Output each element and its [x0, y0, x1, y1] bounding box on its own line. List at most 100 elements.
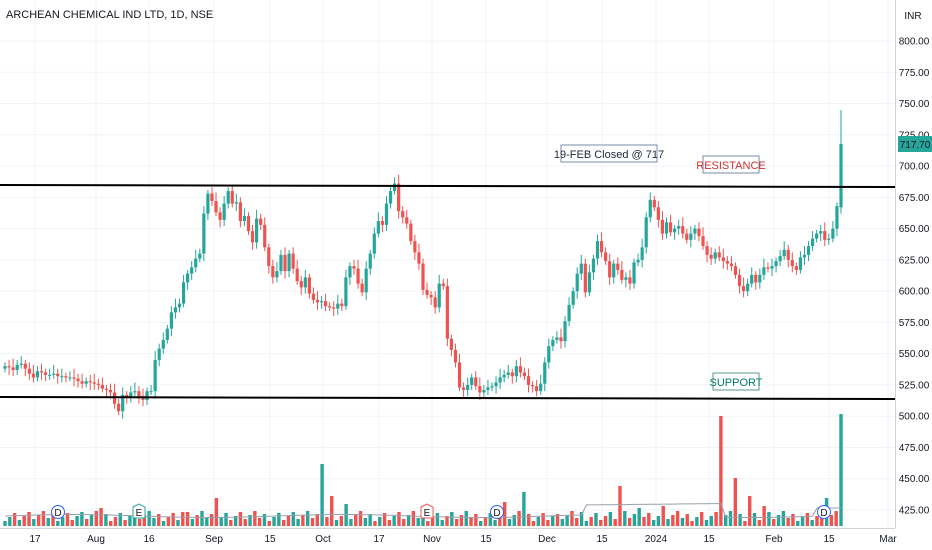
volume-bar	[666, 519, 670, 526]
volume-bar	[354, 515, 358, 526]
volume-bar	[800, 517, 805, 526]
candle-body	[291, 253, 295, 269]
volume-bar	[368, 514, 372, 526]
volume-bar	[618, 486, 622, 526]
volume-bar	[435, 513, 440, 526]
candle-body	[15, 364, 19, 370]
volume-bar	[195, 515, 199, 526]
volume-bar	[267, 521, 271, 526]
candle-body	[307, 277, 311, 294]
volume-bar	[152, 518, 156, 526]
volume-bar	[546, 520, 550, 526]
candle-body	[161, 339, 165, 349]
volume-bar	[123, 520, 127, 526]
candle-body	[498, 377, 502, 383]
volume-bar	[392, 516, 396, 526]
candle-body	[729, 263, 734, 267]
volume-bar	[454, 519, 459, 526]
candle-body	[579, 263, 583, 274]
volume-bar	[200, 511, 204, 526]
candle-body	[360, 283, 364, 293]
candle-body	[664, 222, 669, 234]
volume-bar	[402, 519, 406, 526]
time-tick-label: 15	[703, 534, 715, 545]
volume-bar	[680, 518, 685, 526]
volume-bar	[541, 513, 545, 526]
volume-bar	[411, 511, 416, 526]
candle-body	[754, 274, 758, 283]
candle-body	[526, 376, 531, 385]
volume-bar	[748, 496, 752, 526]
candle-body	[461, 387, 466, 390]
support-line[interactable]	[0, 396, 896, 400]
volume-bar	[671, 515, 675, 526]
candle-body	[555, 337, 559, 340]
candle-body	[84, 381, 88, 384]
time-axis[interactable]: 17 Aug 16 Sep 15 Oct 17 Nov 15 Dec 15 2024 15 Feb 15 Ma…	[0, 528, 897, 546]
resistance-line[interactable]	[0, 184, 896, 188]
time-tick-label: Mar	[879, 534, 897, 545]
time-tick-label: Dec	[538, 534, 556, 545]
support-annotation[interactable]: SUPPORT	[710, 372, 763, 391]
candle-body	[628, 277, 632, 284]
candle-body	[677, 226, 681, 229]
candle-body	[506, 372, 510, 375]
candle-body	[737, 274, 742, 287]
candle-body	[563, 321, 567, 342]
last-price-text: 717.70	[900, 140, 931, 151]
candle-body	[656, 207, 660, 220]
price-tick-label: 600.00	[899, 287, 930, 298]
candle-body	[567, 304, 571, 322]
support-annotation-text: SUPPORT	[710, 377, 763, 389]
event-marker-d[interactable]: D	[817, 505, 831, 520]
time-tick-label: Oct	[315, 534, 331, 545]
candle-body	[226, 191, 230, 204]
volume-bar	[41, 511, 46, 526]
event-marker-d[interactable]: D	[490, 505, 504, 520]
volume-bar	[70, 520, 74, 526]
candle-body	[575, 273, 579, 292]
volume-bar	[257, 518, 262, 526]
candle-body	[295, 268, 299, 282]
time-tick-label: 17	[29, 534, 41, 545]
volume-bar	[277, 513, 281, 526]
volume-bar	[829, 515, 834, 526]
volume-bar	[291, 512, 295, 526]
candle-body	[819, 231, 823, 234]
candle-body	[356, 268, 360, 284]
candle-body	[31, 373, 36, 378]
event-marker-e[interactable]: E	[420, 503, 434, 519]
volume-bar	[219, 517, 223, 526]
time-tick-label: Feb	[765, 534, 783, 545]
grid-lines	[0, 0, 895, 528]
chart-title: ARCHEAN CHEMICAL IND LTD, 1D, NSE	[6, 9, 213, 21]
resistance-annotation[interactable]: RESISTANCE	[696, 155, 766, 174]
candle-body	[478, 386, 482, 393]
volume-bar	[464, 511, 468, 526]
candle-body	[433, 297, 437, 308]
volume-bar	[224, 513, 228, 526]
event-marker-e[interactable]: E	[132, 503, 146, 519]
volume-bar	[699, 512, 704, 526]
candle-body	[693, 228, 697, 234]
candle-body	[466, 384, 470, 390]
candle-body	[255, 218, 259, 243]
volume-bar	[128, 516, 132, 526]
volume-bar	[507, 519, 512, 526]
volume-bar	[51, 514, 55, 526]
candle-body	[376, 221, 380, 234]
volume-bar	[166, 517, 171, 526]
candle-body	[539, 383, 543, 392]
event-marker-d[interactable]: D	[51, 505, 65, 520]
candle-body	[831, 228, 835, 239]
volume-bar	[474, 514, 478, 526]
candle-body	[96, 383, 100, 385]
candle-body	[510, 372, 514, 377]
candle-body	[388, 191, 393, 204]
price-axis[interactable]: 425.00 450.00 475.00 500.00 525.00 550.00 575.…	[895, 0, 932, 550]
candle-body	[673, 228, 677, 233]
candle-body	[206, 193, 210, 214]
closed-annotation[interactable]: 19-FEB Closed @ 717	[554, 144, 664, 163]
volume-bar	[555, 514, 560, 526]
